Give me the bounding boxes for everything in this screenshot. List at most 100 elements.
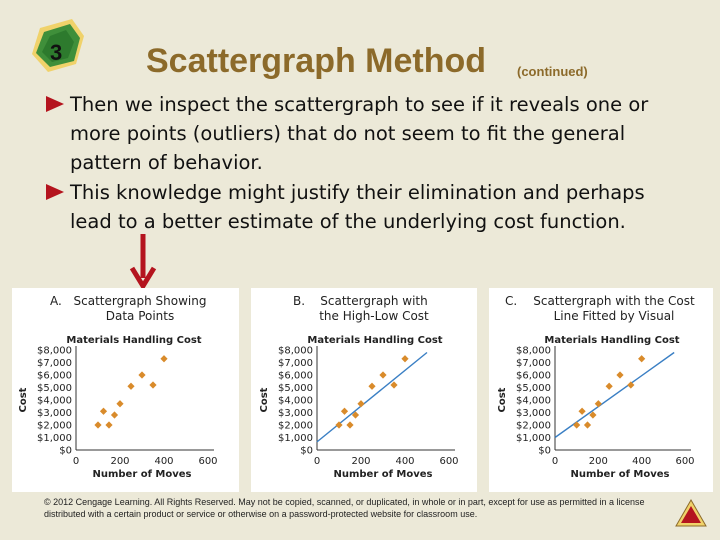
panel-letter: A. (50, 294, 62, 308)
data-point (116, 400, 124, 408)
scatter-chart: Materials Handling Cost $0 $1,000$2,000 $3,… (18, 335, 218, 480)
data-point (99, 407, 108, 415)
y-tick-label: $0 (59, 446, 72, 457)
panel-title: Scattergraph with the High-Low Cost (319, 294, 429, 323)
data-point (346, 421, 354, 429)
x-tick-label: 600 (675, 456, 694, 467)
chart-panel-c: C. Scattergraph with the Cost Line Fitte… (489, 288, 713, 492)
y-tick-label: $3,000 (278, 408, 313, 419)
x-axis-label: Number of Moves (92, 469, 191, 480)
x-tick-label: 400 (154, 456, 173, 467)
panel-letter: C. (505, 294, 518, 308)
y-tick-label: $5,000 (278, 383, 313, 394)
y-tick-label: $1,000 (278, 433, 313, 444)
data-point (616, 371, 624, 379)
bullet-list: Then we inspect the scattergraph to see … (46, 90, 686, 236)
slide-subtitle: (continued) (517, 64, 588, 79)
y-tick-label: $5,000 (516, 383, 551, 394)
data-point (589, 411, 597, 419)
data-point (351, 411, 360, 419)
y-tick-label: $2,000 (37, 421, 72, 432)
y-tick-label: $0 (538, 446, 551, 457)
x-axis-label: Number of Moves (333, 469, 432, 480)
y-tick-label: $2,000 (278, 421, 313, 432)
bullet-arrow-icon (46, 184, 64, 200)
chart-panel-a: A. Scattergraph Showing Data Points Mate… (12, 288, 239, 492)
y-tick-label: $7,000 (37, 358, 72, 369)
data-point (627, 381, 635, 389)
x-tick-label: 0 (314, 456, 320, 467)
x-tick-label: 200 (589, 456, 608, 467)
y-tick-label: $1,000 (37, 433, 72, 444)
cost-line (316, 351, 428, 443)
data-point (105, 421, 113, 429)
down-arrow-icon (129, 234, 157, 290)
bullet-item: Then we inspect the scattergraph to see … (46, 90, 686, 177)
x-tick-label: 600 (439, 456, 458, 467)
y-tick-label: $7,000 (278, 358, 313, 369)
y-tick-label: $3,000 (37, 408, 72, 419)
y-tick-label: $8,000 (516, 346, 551, 357)
slide-title: Scattergraph Method (146, 42, 487, 80)
x-axis-label: Number of Moves (570, 469, 669, 480)
y-axis-label: Cost (497, 387, 508, 412)
y-tick-label: $5,000 (37, 383, 72, 394)
x-tick-label: 0 (552, 456, 558, 467)
data-point (573, 421, 581, 429)
cost-line (554, 351, 675, 439)
data-point (94, 421, 102, 429)
y-tick-label: $4,000 (516, 396, 551, 407)
y-tick-label: $0 (300, 446, 313, 457)
x-tick-label: 400 (395, 456, 414, 467)
x-tick-label: 200 (110, 456, 129, 467)
x-tick-label: 200 (351, 456, 370, 467)
slide-number-badge: 3 (20, 16, 98, 82)
data-point (578, 407, 586, 415)
y-tick-label: $7,000 (516, 358, 551, 369)
data-point (594, 400, 602, 408)
chart-panel-b: B. Scattergraph with the High-Low Cost M… (251, 288, 477, 492)
data-point (583, 421, 592, 429)
panel-divider (239, 288, 251, 492)
y-tick-label: $4,000 (278, 396, 313, 407)
data-point (368, 382, 376, 390)
data-point (127, 382, 135, 390)
scatter-chart: Materials Handling Cost $0 $1,000$2,000 $3,… (259, 335, 459, 480)
data-point (401, 355, 409, 363)
y-axis-label: Cost (18, 387, 29, 412)
chart-title: Materials Handling Cost (307, 335, 442, 346)
next-slide-icon[interactable] (674, 498, 708, 528)
y-tick-label: $8,000 (278, 346, 313, 357)
bullet-arrow-icon (46, 96, 64, 112)
y-axis-label: Cost (259, 387, 270, 412)
data-point (357, 400, 365, 408)
panel-letter: B. (293, 294, 306, 308)
bullet-item: This knowledge might justify their elimi… (46, 178, 686, 236)
y-tick-label: $6,000 (516, 371, 551, 382)
data-point (379, 371, 387, 379)
panel-title: Scattergraph Showing Data Points (73, 294, 207, 323)
data-point (638, 355, 646, 363)
y-tick-label: $8,000 (37, 346, 72, 357)
y-tick-label: $4,000 (37, 396, 72, 407)
figure: A. Scattergraph Showing Data Points Mate… (12, 288, 713, 492)
data-point (138, 371, 146, 379)
y-tick-label: $2,000 (516, 421, 551, 432)
y-tick-label: $6,000 (278, 371, 313, 382)
scatter-chart: Materials Handling Cost $0 $1,000$2,000 $3,… (497, 335, 695, 480)
chart-title: Materials Handling Cost (66, 335, 201, 346)
data-point (160, 355, 168, 363)
panel-divider (477, 288, 489, 492)
y-tick-label: $1,000 (516, 433, 551, 444)
copyright-notice: © 2012 Cengage Learning. All Rights Rese… (44, 497, 645, 519)
slide-number: 3 (50, 40, 63, 65)
chart-title: Materials Handling Cost (544, 335, 679, 346)
data-point (149, 381, 157, 389)
y-tick-label: $6,000 (37, 371, 72, 382)
data-point (335, 421, 343, 429)
x-tick-label: 400 (632, 456, 651, 467)
bullet-text: This knowledge might justify their elimi… (70, 181, 645, 233)
data-point (605, 382, 613, 390)
x-tick-label: 600 (198, 456, 217, 467)
data-point (340, 407, 349, 415)
